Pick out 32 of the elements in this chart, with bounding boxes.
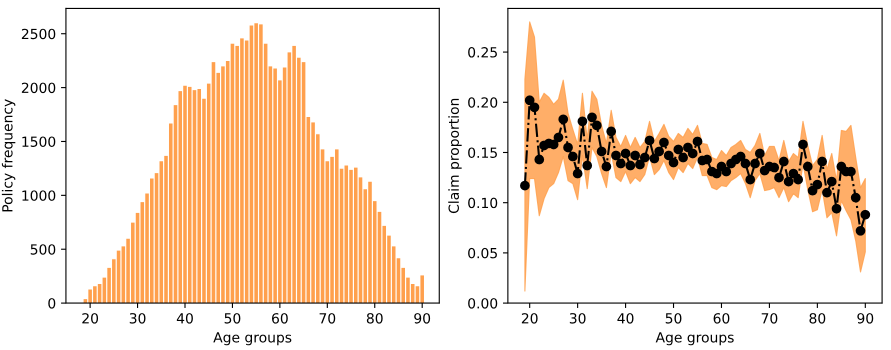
- x-tick-label: 20: [82, 313, 98, 324]
- x-tick-label: 80: [366, 313, 383, 324]
- y-axis-title: Claim proportion: [448, 98, 462, 214]
- y-tick-label: 0.15: [468, 147, 497, 158]
- x-axis-title: Age groups: [656, 332, 734, 346]
- x-tick-label: 80: [809, 313, 826, 324]
- x-tick-label: 70: [320, 313, 336, 324]
- y-tick-label: 0.20: [468, 97, 498, 108]
- x-tick-label: 90: [414, 313, 430, 324]
- y-tick-label: 2500: [22, 28, 56, 40]
- x-tick-label: 60: [272, 313, 288, 324]
- x-tick-label: 20: [522, 313, 538, 324]
- y-tick-label: 0: [48, 298, 56, 309]
- y-axis-title: Policy frequency: [2, 99, 16, 212]
- y-tick-label: 2000: [22, 82, 56, 94]
- y-tick-label: 0.05: [468, 248, 497, 258]
- x-tick-label: 60: [714, 313, 730, 324]
- x-tick-label: 50: [224, 313, 240, 324]
- x-tick-label: 40: [176, 313, 193, 324]
- y-tick-label: 500: [30, 244, 56, 255]
- y-tick-label: 0.00: [468, 298, 498, 309]
- x-tick-label: 30: [130, 313, 146, 324]
- y-tick-label: 0.10: [468, 198, 498, 208]
- x-axis-title: Age groups: [213, 332, 292, 346]
- x-tick-label: 40: [617, 313, 634, 324]
- x-tick-label: 70: [762, 313, 778, 324]
- y-tick-label: 1000: [22, 190, 56, 201]
- x-tick-label: 90: [857, 313, 874, 324]
- y-tick-label: 1500: [22, 136, 56, 147]
- x-tick-label: 50: [666, 313, 682, 324]
- y-tick-label: 0.25: [468, 47, 497, 58]
- x-tick-label: 30: [570, 313, 586, 324]
